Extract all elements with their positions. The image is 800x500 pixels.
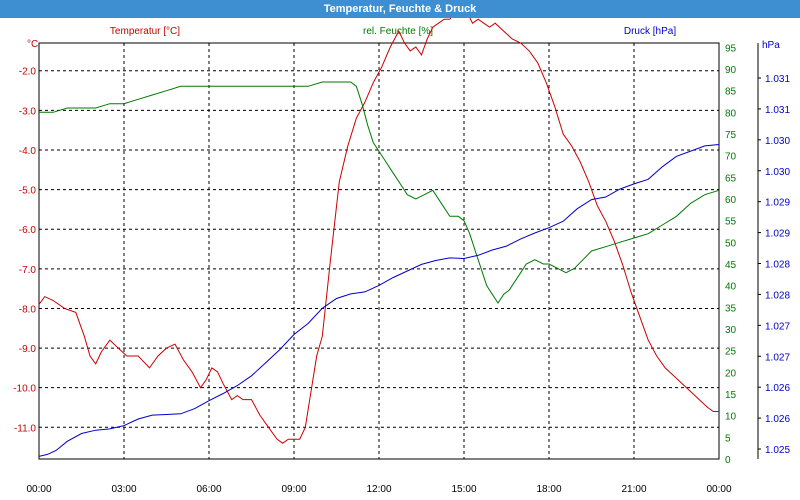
temperature-tick-label: -10.0 bbox=[13, 384, 36, 395]
series-line-humidity bbox=[39, 81, 720, 304]
chart-title: Temperatur, Feuchte & Druck bbox=[323, 3, 477, 15]
pressure-tick-label: 1.031 bbox=[765, 105, 790, 116]
humidity-tick-label: 45 bbox=[725, 260, 737, 271]
humidity-tick-label: 70 bbox=[725, 152, 737, 163]
temperature-tick-label: -6.0 bbox=[19, 225, 37, 236]
humidity-tick-label: 15 bbox=[725, 390, 737, 401]
humidity-tick-label: 85 bbox=[725, 87, 737, 98]
series-lines bbox=[38, 18, 720, 457]
humidity-tick-label: 20 bbox=[725, 368, 737, 379]
temperature-tick-label: -11.0 bbox=[14, 423, 36, 434]
pressure-tick-label: 1.026 bbox=[765, 383, 790, 394]
humidity-tick-label: 90 bbox=[725, 65, 737, 76]
plot-area bbox=[39, 43, 719, 459]
temperature-tick-label: -8.0 bbox=[19, 304, 37, 315]
pressure-tick-label: 1.028 bbox=[765, 260, 790, 271]
pressure-tick-label: 1.027 bbox=[765, 321, 790, 332]
x-tick-label-time: 21:00 bbox=[621, 484, 646, 495]
humidity-tick-label: 25 bbox=[725, 347, 737, 358]
temperature-tick-label: -9.0 bbox=[19, 344, 37, 355]
humidity-tick-label: 40 bbox=[725, 282, 737, 293]
humidity-tick-label: 95 bbox=[725, 43, 737, 54]
pressure-tick-label: 1.029 bbox=[765, 229, 790, 240]
humidity-tick-label: 80 bbox=[725, 108, 737, 119]
temperature-axis-unit: °C bbox=[27, 39, 38, 50]
humidity-tick-label: 0 bbox=[725, 455, 731, 466]
pressure-tick-label: 1.027 bbox=[765, 352, 790, 363]
x-tick-label-time: 15:00 bbox=[451, 484, 476, 495]
humidity-tick-label: 65 bbox=[725, 173, 737, 184]
x-tick-label-time: 00:00 bbox=[26, 484, 51, 495]
pressure-tick-label: 1.025 bbox=[765, 445, 790, 456]
temperature-tick-label: -5.0 bbox=[19, 186, 37, 197]
pressure-tick-label: 1.026 bbox=[765, 414, 790, 425]
series-line-pressure bbox=[38, 144, 720, 457]
pressure-axis-unit: hPa bbox=[762, 40, 780, 51]
humidity-tick-label: 10 bbox=[725, 412, 737, 423]
humidity-tick-label: 35 bbox=[725, 303, 737, 314]
temperature-tick-label: -4.0 bbox=[19, 146, 37, 157]
pressure-tick-label: 1.029 bbox=[765, 198, 790, 209]
chart-plot: °C Temperatur [°C] rel. Feuchte [%] Druc… bbox=[13, 18, 790, 495]
x-tick-label-time: 09:00 bbox=[281, 484, 306, 495]
humidity-tick-label: 30 bbox=[725, 325, 737, 336]
series-line-temperature bbox=[38, 18, 719, 444]
chart-title-bar: Temperatur, Feuchte & Druck bbox=[0, 0, 800, 18]
x-tick-label-time: 12:00 bbox=[366, 484, 391, 495]
temperature-tick-label: -3.0 bbox=[19, 106, 37, 117]
x-tick-label-time: 18:00 bbox=[536, 484, 561, 495]
plot-frame bbox=[38, 42, 720, 460]
humidity-tick-label: 60 bbox=[725, 195, 737, 206]
grid-lines bbox=[39, 43, 719, 459]
axis-ticks: 00:0012.02.2103:0012.02.2106:0012.02.210… bbox=[13, 43, 790, 495]
x-tick-label-time: 03:00 bbox=[111, 484, 136, 495]
pressure-tick-label: 1.030 bbox=[765, 167, 790, 178]
temperature-tick-label: -7.0 bbox=[19, 265, 37, 276]
humidity-tick-label: 55 bbox=[725, 217, 737, 228]
humidity-tick-label: 50 bbox=[725, 238, 737, 249]
humidity-tick-label: 5 bbox=[725, 433, 731, 444]
pressure-legend: Druck [hPa] bbox=[624, 26, 676, 37]
x-tick-label-time: 06:00 bbox=[196, 484, 221, 495]
pressure-tick-label: 1.028 bbox=[765, 290, 790, 301]
humidity-tick-label: 75 bbox=[725, 130, 737, 141]
pressure-tick-label: 1.030 bbox=[765, 136, 790, 147]
pressure-tick-label: 1.031 bbox=[765, 74, 790, 85]
temperature-tick-label: -2.0 bbox=[19, 67, 37, 78]
temperature-legend: Temperatur [°C] bbox=[110, 26, 180, 37]
x-tick-label-time: 00:00 bbox=[706, 484, 731, 495]
